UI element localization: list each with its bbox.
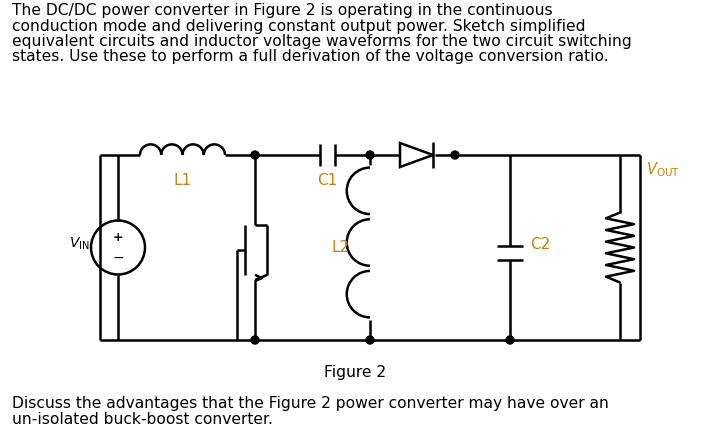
Circle shape <box>366 151 374 159</box>
Text: C1: C1 <box>317 173 338 188</box>
Text: un-isolated buck-boost converter.: un-isolated buck-boost converter. <box>12 412 273 426</box>
Text: $V_{\rm IN}$: $V_{\rm IN}$ <box>69 235 90 252</box>
Text: equivalent circuits and inductor voltage waveforms for the two circuit switching: equivalent circuits and inductor voltage… <box>12 34 632 49</box>
Text: +: + <box>112 231 123 244</box>
Circle shape <box>251 151 259 159</box>
Text: C2: C2 <box>530 237 550 252</box>
Text: Discuss the advantages that the Figure 2 power converter may have over an: Discuss the advantages that the Figure 2… <box>12 396 609 411</box>
Text: conduction mode and delivering constant output power. Sketch simplified: conduction mode and delivering constant … <box>12 19 585 33</box>
Text: $V_{\rm OUT}$: $V_{\rm OUT}$ <box>646 160 680 179</box>
Text: Figure 2: Figure 2 <box>324 365 386 380</box>
Text: L1: L1 <box>174 173 192 188</box>
Text: L2: L2 <box>332 240 350 255</box>
Circle shape <box>506 336 514 344</box>
Circle shape <box>451 151 459 159</box>
Text: −: − <box>112 251 124 264</box>
Circle shape <box>251 336 259 344</box>
Text: states. Use these to perform a full derivation of the voltage conversion ratio.: states. Use these to perform a full deri… <box>12 49 609 65</box>
Circle shape <box>366 336 374 344</box>
Text: The DC/DC power converter in Figure 2 is operating in the continuous: The DC/DC power converter in Figure 2 is… <box>12 3 552 18</box>
